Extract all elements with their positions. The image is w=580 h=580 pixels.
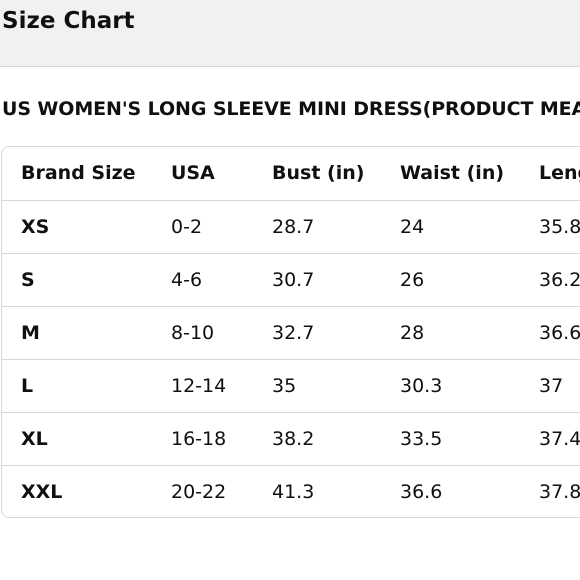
usa-cell: 16-18	[171, 428, 227, 450]
length-cell: 37.8	[539, 481, 580, 503]
table-row: M 8-10 32.7 28 36.6	[2, 306, 580, 359]
waist-cell: 33.5	[400, 428, 443, 450]
brand-size-cell: XL	[21, 428, 48, 450]
brand-size-cell: S	[21, 269, 35, 291]
table-row: XS 0-2 28.7 24 35.8	[2, 200, 580, 253]
table-row: L 12-14 35 30.3 37	[2, 359, 580, 412]
size-table: Brand Size USA Bust (in) Waist (in) Leng…	[1, 146, 580, 518]
usa-cell: 0-2	[171, 216, 203, 238]
waist-cell: 24	[400, 216, 425, 238]
brand-size-cell: L	[21, 375, 34, 397]
bust-cell: 32.7	[272, 322, 315, 344]
length-cell: 36.2	[539, 269, 580, 291]
column-header-bust: Bust (in)	[272, 162, 365, 184]
size-chart-header: Size Chart	[0, 0, 580, 67]
usa-cell: 20-22	[171, 481, 227, 503]
bust-cell: 38.2	[272, 428, 315, 450]
column-header-brand-size: Brand Size	[21, 162, 136, 184]
brand-size-cell: XS	[21, 216, 50, 238]
brand-size-cell: XXL	[21, 481, 63, 503]
usa-cell: 12-14	[171, 375, 227, 397]
table-row: XL 16-18 38.2 33.5 37.4	[2, 412, 580, 465]
table-header-row: Brand Size USA Bust (in) Waist (in) Leng	[2, 147, 580, 200]
bust-cell: 28.7	[272, 216, 315, 238]
bust-cell: 41.3	[272, 481, 315, 503]
length-cell: 37.4	[539, 428, 580, 450]
length-cell: 37	[539, 375, 564, 397]
column-header-waist: Waist (in)	[400, 162, 505, 184]
header-title: Size Chart	[2, 8, 135, 34]
brand-size-cell: M	[21, 322, 40, 344]
length-cell: 35.8	[539, 216, 580, 238]
table-row: S 4-6 30.7 26 36.2	[2, 253, 580, 306]
product-heading: US WOMEN'S LONG SLEEVE MINI DRESS(PRODUC…	[2, 98, 580, 120]
column-header-length: Leng	[539, 162, 580, 184]
column-header-usa: USA	[171, 162, 215, 184]
bust-cell: 35	[272, 375, 297, 397]
usa-cell: 4-6	[171, 269, 203, 291]
bust-cell: 30.7	[272, 269, 315, 291]
table-row: XXL 20-22 41.3 36.6 37.8	[2, 465, 580, 517]
length-cell: 36.6	[539, 322, 580, 344]
waist-cell: 30.3	[400, 375, 443, 397]
waist-cell: 36.6	[400, 481, 443, 503]
usa-cell: 8-10	[171, 322, 215, 344]
waist-cell: 26	[400, 269, 425, 291]
waist-cell: 28	[400, 322, 425, 344]
